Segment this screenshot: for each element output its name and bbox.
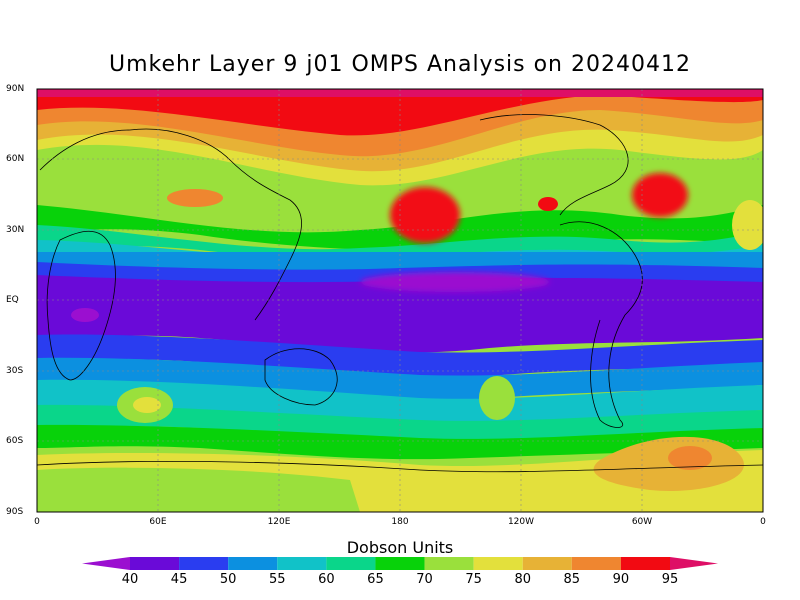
colorbar-tick-label: 95 xyxy=(661,572,679,587)
colorbar-tick-label: 70 xyxy=(416,572,433,587)
lon-label-60e: 60E xyxy=(149,517,167,527)
colorbar-swatch xyxy=(130,557,180,570)
colorbar-title: Dobson Units xyxy=(346,538,454,557)
colorbar-swatch xyxy=(473,557,523,570)
lon-label-120w: 120W xyxy=(507,517,535,527)
colorbar-tick-label: 40 xyxy=(121,572,139,587)
colorbar-tick-label: 65 xyxy=(367,572,384,587)
lon-label-120e: 120E xyxy=(267,517,291,527)
colorbar-swatch xyxy=(375,557,425,570)
colorbar-tick-label: 75 xyxy=(465,572,482,587)
lat-label-30n: 30N xyxy=(6,225,25,235)
colorbar-swatch xyxy=(620,557,670,570)
colorbar xyxy=(82,557,718,570)
lon-label-180: 180 xyxy=(391,517,409,527)
colorbar-tick-label: 45 xyxy=(170,572,188,587)
colorbar-tick-label: 55 xyxy=(268,572,286,587)
grid-lines xyxy=(37,89,763,512)
colorbar-swatch xyxy=(277,557,327,570)
colorbar-swatch xyxy=(326,557,376,570)
lat-label-60n: 60N xyxy=(6,154,25,164)
ozone-contour-field xyxy=(37,89,763,512)
lat-label-60s: 60S xyxy=(6,436,24,446)
lat-label-eq: EQ xyxy=(6,295,19,305)
colorbar-tick-label: 90 xyxy=(612,572,630,587)
colorbar-arrow-high xyxy=(670,557,718,570)
lat-label-90n: 90N xyxy=(6,84,25,94)
page-title: Umkehr Layer 9 j01 OMPS Analysis on 2024… xyxy=(109,52,691,77)
colorbar-tick-label: 80 xyxy=(514,572,531,587)
lat-label-90s: 90S xyxy=(6,507,24,517)
colorbar-arrow-low xyxy=(82,557,130,570)
colorbar-tick-label: 60 xyxy=(318,572,335,587)
lon-label-0-west: 0 xyxy=(34,517,40,527)
lon-label-0-east: 0 xyxy=(760,517,766,527)
colorbar-tick-label: 50 xyxy=(219,572,237,587)
map-frame xyxy=(36,88,764,513)
colorbar-swatch xyxy=(522,557,572,570)
colorbar-swatch xyxy=(571,557,621,570)
lat-label-30s: 30S xyxy=(6,366,24,376)
colorbar-tick-label: 85 xyxy=(563,572,581,587)
lon-label-60w: 60W xyxy=(631,517,653,527)
colorbar-swatch xyxy=(228,557,278,570)
coastlines xyxy=(37,114,763,473)
colorbar-swatch xyxy=(179,557,229,570)
colorbar-swatch xyxy=(424,557,474,570)
